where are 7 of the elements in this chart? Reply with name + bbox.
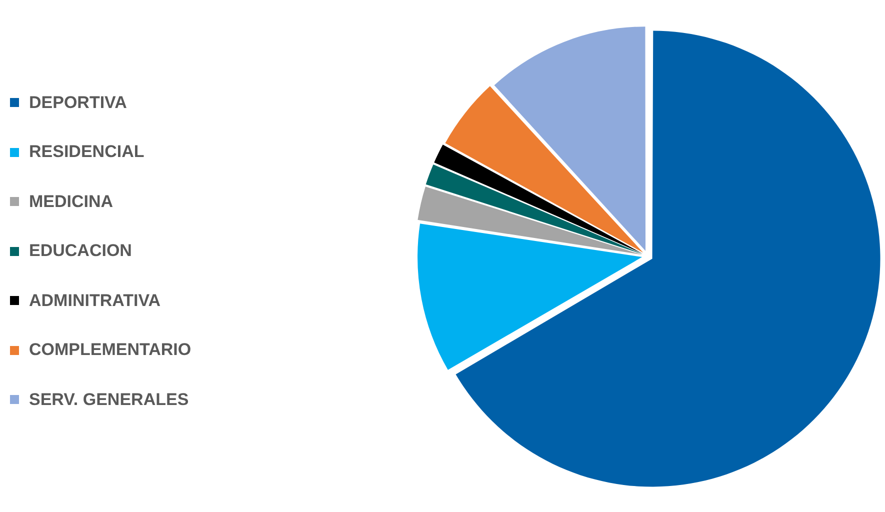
legend-label: ADMINITRATIVA xyxy=(29,290,161,311)
legend-label: COMPLEMENTARIO xyxy=(29,340,192,360)
legend-label: DEPORTIVA xyxy=(29,92,127,113)
legend-label: SERV. GENERALES xyxy=(29,390,189,410)
legend-label: MEDICINA xyxy=(29,192,114,212)
legend-label: RESIDENCIAL xyxy=(29,142,144,162)
legend-label: EDUCACION xyxy=(29,241,132,262)
